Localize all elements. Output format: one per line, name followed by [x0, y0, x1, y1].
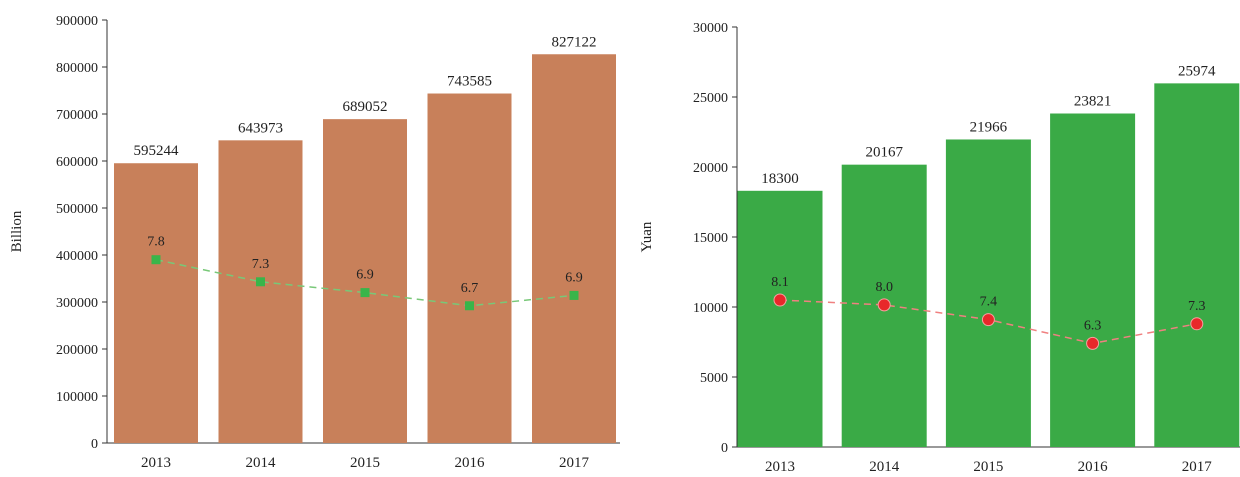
y-tick-label: 100000 — [56, 390, 98, 405]
bar — [532, 54, 616, 444]
y-axis-title: Billion — [9, 210, 25, 252]
growth-rate-label: 7.3 — [252, 257, 270, 272]
bar-value-label: 643973 — [238, 120, 283, 136]
y-tick-label: 0 — [721, 441, 728, 456]
bar — [114, 163, 198, 443]
growth-rate-label: 7.4 — [980, 295, 998, 310]
y-tick-label: 30000 — [693, 21, 728, 36]
x-tick-label: 2013 — [141, 455, 171, 471]
growth-rate-label: 6.7 — [461, 281, 479, 296]
growth-rate-label: 6.9 — [356, 268, 374, 283]
y-tick-label: 400000 — [56, 249, 98, 264]
growth-rate-marker — [773, 293, 787, 307]
growth-rate-label: 8.1 — [771, 275, 789, 290]
x-tick-label: 2016 — [455, 455, 486, 471]
x-tick-label: 2015 — [350, 455, 380, 471]
y-tick-label: 800000 — [56, 61, 98, 76]
y-tick-label: 600000 — [56, 155, 98, 170]
bar — [323, 119, 407, 443]
bar — [427, 93, 512, 444]
bar — [1050, 113, 1136, 448]
x-tick-label: 2017 — [559, 455, 590, 471]
bar — [1154, 83, 1240, 447]
growth-rate-marker — [1086, 336, 1100, 350]
bar — [945, 139, 1031, 447]
y-tick-label: 700000 — [56, 108, 98, 123]
bar-value-label: 827122 — [552, 34, 597, 50]
growth-rate-marker — [256, 277, 265, 287]
y-tick-label: 20000 — [693, 161, 728, 176]
bar-value-label: 689052 — [343, 99, 388, 115]
bar-value-label: 25974 — [1178, 63, 1216, 79]
x-tick-label: 2013 — [765, 459, 795, 472]
bar — [218, 140, 303, 443]
growth-rate-marker — [465, 301, 474, 311]
x-tick-label: 2014 — [869, 459, 900, 472]
y-tick-label: 0 — [91, 437, 98, 452]
bar-value-label: 21966 — [970, 119, 1008, 135]
growth-rate-label: 7.8 — [147, 235, 165, 250]
y-tick-label: 300000 — [56, 296, 98, 311]
y-tick-label: 900000 — [56, 14, 98, 29]
bar-value-label: 595244 — [134, 143, 180, 159]
y-tick-label: 5000 — [700, 371, 728, 386]
growth-rate-label: 7.3 — [1188, 299, 1206, 314]
bar-value-label: 743585 — [447, 74, 492, 90]
growth-rate-marker — [981, 313, 995, 327]
y-tick-label: 200000 — [56, 343, 98, 358]
y-axis-title: Yuan — [639, 221, 655, 252]
y-tick-label: 25000 — [693, 91, 728, 106]
growth-rate-marker — [151, 255, 161, 265]
growth-rate-marker — [569, 290, 579, 300]
growth-rate-marker — [1190, 317, 1204, 331]
bar-value-label: 20167 — [865, 145, 903, 161]
growth-rate-label: 8.0 — [875, 280, 893, 295]
growth-rate-marker — [877, 298, 891, 312]
y-tick-label: 15000 — [693, 231, 728, 246]
x-tick-label: 2015 — [973, 459, 1003, 472]
growth-rate-label: 6.3 — [1084, 318, 1102, 333]
x-tick-label: 2017 — [1182, 459, 1213, 472]
bar-value-label: 23821 — [1074, 94, 1112, 110]
growth-rate-marker — [360, 288, 370, 298]
growth-rate-line — [155, 258, 575, 307]
y-tick-label: 10000 — [693, 301, 728, 316]
y-tick-label: 500000 — [56, 202, 98, 217]
x-tick-label: 2014 — [246, 455, 277, 471]
growth-rate-label: 6.9 — [565, 270, 583, 285]
x-tick-label: 2016 — [1078, 459, 1109, 472]
bar — [737, 190, 823, 448]
bar-value-label: 18300 — [761, 171, 799, 187]
